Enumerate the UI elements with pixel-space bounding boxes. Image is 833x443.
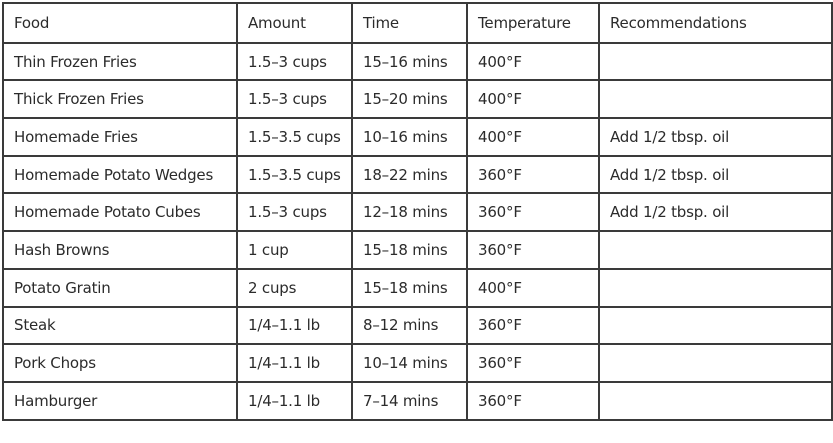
table-row: Potato Gratin 2 cups 15–18 mins 400°F	[2, 267, 833, 308]
cell-recommendation: Add 1/2 tbsp. oil	[598, 117, 833, 157]
cell-time: 15–18 mins	[351, 230, 468, 270]
table-row: Thin Frozen Fries 1.5–3 cups 15–16 mins 400…	[2, 41, 833, 82]
cooking-table: Food Amount Time Temperature Recommendat…	[2, 2, 833, 421]
cell-recommendation	[598, 343, 833, 383]
cell-amount: 1.5–3 cups	[236, 41, 353, 82]
cell-food: Pork Chops	[2, 343, 238, 383]
cell-temperature: 400°F	[466, 79, 600, 120]
table-row: Homemade Potato Wedges 1.5–3.5 cups 18–22 …	[2, 154, 833, 195]
cell-amount: 1/4–1.1 lb	[236, 343, 353, 383]
cell-temperature: 400°F	[466, 117, 600, 157]
cell-food: Hash Browns	[2, 230, 238, 270]
cell-recommendation	[598, 380, 833, 421]
header-temperature: Temperature	[466, 2, 600, 44]
cell-temperature: 360°F	[466, 343, 600, 383]
cell-food: Thin Frozen Fries	[2, 41, 238, 82]
cell-temperature: 360°F	[466, 154, 600, 195]
cell-food: Homemade Potato Cubes	[2, 192, 238, 233]
table-row: Homemade Potato Cubes 1.5–3 cups 12–18 min…	[2, 192, 833, 233]
cell-time: 15–16 mins	[351, 41, 468, 82]
header-amount: Amount	[236, 2, 353, 44]
header-row: Food Amount Time Temperature Recommendat…	[2, 2, 833, 44]
cell-time: 8–12 mins	[351, 305, 468, 346]
cell-temperature: 400°F	[466, 41, 600, 82]
cell-amount: 1/4–1.1 lb	[236, 380, 353, 421]
cell-food: Steak	[2, 305, 238, 346]
cell-time: 15–20 mins	[351, 79, 468, 120]
table-row: Steak 1/4–1.1 lb 8–12 mins 360°F	[2, 305, 833, 346]
cell-temperature: 400°F	[466, 267, 600, 308]
cell-amount: 2 cups	[236, 267, 353, 308]
header-time: Time	[351, 2, 468, 44]
table-row: Pork Chops 1/4–1.1 lb 10–14 mins 360°F	[2, 343, 833, 383]
cell-recommendation	[598, 230, 833, 270]
cell-recommendation	[598, 305, 833, 346]
cell-food: Homemade Fries	[2, 117, 238, 157]
table-row: Thick Frozen Fries 1.5–3 cups 15–20 mins 40…	[2, 79, 833, 120]
cell-food: Thick Frozen Fries	[2, 79, 238, 120]
cell-amount: 1 cup	[236, 230, 353, 270]
header-recommendations: Recommendations	[598, 2, 833, 44]
cell-recommendation	[598, 41, 833, 82]
cell-time: 18–22 mins	[351, 154, 468, 195]
cell-food: Hamburger	[2, 380, 238, 421]
cell-recommendation: Add 1/2 tbsp. oil	[598, 192, 833, 233]
cell-amount: 1/4–1.1 lb	[236, 305, 353, 346]
cell-temperature: 360°F	[466, 380, 600, 421]
header-food: Food	[2, 2, 238, 44]
cell-time: 10–16 mins	[351, 117, 468, 157]
cell-temperature: 360°F	[466, 192, 600, 233]
cell-time: 10–14 mins	[351, 343, 468, 383]
cell-time: 15–18 mins	[351, 267, 468, 308]
cell-temperature: 360°F	[466, 305, 600, 346]
table-row: Hash Browns 1 cup 15–18 mins 360°F	[2, 230, 833, 270]
cell-time: 12–18 mins	[351, 192, 468, 233]
cell-recommendation	[598, 267, 833, 308]
cell-food: Potato Gratin	[2, 267, 238, 308]
table-row: Homemade Fries 1.5–3.5 cups 10–16 mins 400°…	[2, 117, 833, 157]
cell-amount: 1.5–3.5 cups	[236, 117, 353, 157]
cell-food: Homemade Potato Wedges	[2, 154, 238, 195]
cell-amount: 1.5–3.5 cups	[236, 154, 353, 195]
cell-recommendation	[598, 79, 833, 120]
table-row: Hamburger 1/4–1.1 lb 7–14 mins 360°F	[2, 380, 833, 421]
cell-temperature: 360°F	[466, 230, 600, 270]
cell-recommendation: Add 1/2 tbsp. oil	[598, 154, 833, 195]
cell-amount: 1.5–3 cups	[236, 192, 353, 233]
cell-time: 7–14 mins	[351, 380, 468, 421]
cell-amount: 1.5–3 cups	[236, 79, 353, 120]
